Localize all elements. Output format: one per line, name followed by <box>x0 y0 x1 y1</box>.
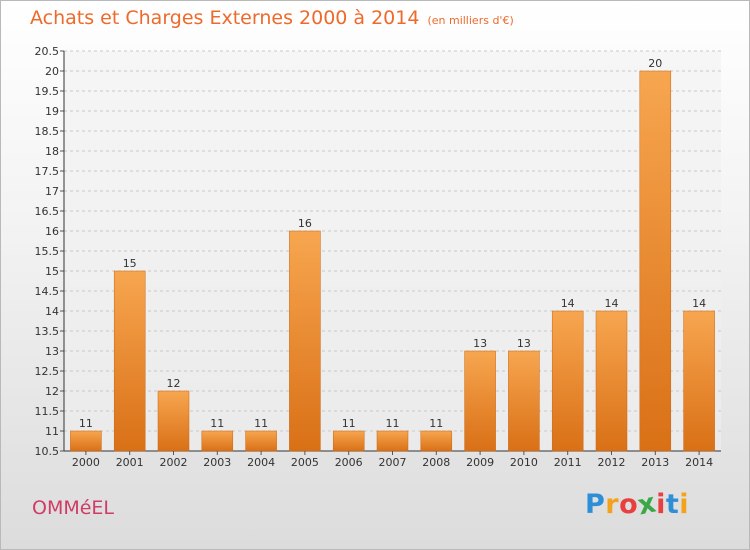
x-tick-label: 2006 <box>335 456 363 469</box>
y-tick-label: 19 <box>45 105 59 118</box>
y-tick-label: 18.5 <box>35 125 60 138</box>
data-label: 12 <box>167 377 181 390</box>
x-tick-label: 2000 <box>72 456 100 469</box>
chart-title-text: Achats et Charges Externes 2000 à 2014 <box>30 7 420 29</box>
data-label: 14 <box>605 297 619 310</box>
proxiti-logo: Proxiti <box>585 487 690 521</box>
data-label: 11 <box>342 417 356 430</box>
y-tick-label: 14 <box>45 305 59 318</box>
bar <box>113 270 146 452</box>
bar <box>70 430 102 452</box>
x-tick-label: 2001 <box>116 456 144 469</box>
data-label: 15 <box>123 257 137 270</box>
y-tick-label: 19.5 <box>35 85 60 98</box>
bar <box>551 310 584 452</box>
y-tick-label: 16.5 <box>35 205 60 218</box>
logo-letter: t <box>665 489 680 520</box>
x-tick-label: 2003 <box>203 456 231 469</box>
x-tick-label: 2007 <box>379 456 407 469</box>
bar <box>464 350 496 452</box>
x-tick-label: 2008 <box>422 456 450 469</box>
y-tick-label: 13.5 <box>35 325 60 338</box>
bar <box>245 430 277 452</box>
data-label: 14 <box>692 297 706 310</box>
data-label: 13 <box>517 337 531 350</box>
y-tick-label: 12.5 <box>35 365 60 378</box>
logo-letter: r <box>605 489 620 520</box>
bar <box>420 430 453 452</box>
x-tick-label: 2012 <box>598 456 626 469</box>
data-label: 11 <box>429 417 443 430</box>
data-label: 16 <box>298 217 312 230</box>
y-tick-label: 20.5 <box>35 45 60 58</box>
y-tick-label: 15 <box>45 265 59 278</box>
y-tick-label: 15.5 <box>35 245 60 258</box>
x-tick-label: 2010 <box>510 456 538 469</box>
bar <box>289 230 321 452</box>
y-tick-label: 11.5 <box>35 405 60 418</box>
x-tick-label: 2013 <box>641 456 669 469</box>
bar <box>201 430 234 452</box>
logo-letter: i <box>656 489 666 520</box>
x-tick-label: 2011 <box>554 456 582 469</box>
commune-name: OMMéEL <box>32 497 115 519</box>
x-tick-label: 2002 <box>160 456 188 469</box>
data-label: 13 <box>473 337 487 350</box>
bar <box>157 390 190 452</box>
logo-letter: P <box>585 489 606 520</box>
y-tick-label: 13 <box>45 345 59 358</box>
logo-letter: i <box>679 489 690 520</box>
y-tick-label: 12 <box>45 385 59 398</box>
bar <box>595 310 628 452</box>
logo-letter: o <box>619 489 639 520</box>
y-tick-label: 17.5 <box>35 165 60 178</box>
bar <box>508 350 540 452</box>
data-label: 20 <box>648 57 662 70</box>
unit-note: (en milliers d'€) <box>427 14 514 27</box>
bar <box>639 70 672 452</box>
y-tick-label: 17 <box>45 185 59 198</box>
y-tick-label: 14.5 <box>35 285 60 298</box>
y-tick-label: 11 <box>45 425 59 438</box>
x-tick-label: 2005 <box>291 456 319 469</box>
chart-title: Achats et Charges Externes 2000 à 2014 (e… <box>30 7 514 29</box>
x-tick-label: 2009 <box>466 456 494 469</box>
data-label: 11 <box>79 417 93 430</box>
data-label: 14 <box>561 297 575 310</box>
data-label: 11 <box>254 417 268 430</box>
x-tick-label: 2004 <box>247 456 275 469</box>
data-label: 11 <box>210 417 224 430</box>
y-tick-label: 18 <box>45 145 59 158</box>
bar <box>683 310 715 452</box>
bar <box>332 430 365 452</box>
y-tick-label: 20 <box>45 65 59 78</box>
bar <box>376 430 409 452</box>
y-tick-label: 10.5 <box>35 445 60 458</box>
x-tick-label: 2014 <box>685 456 713 469</box>
data-label: 11 <box>386 417 400 430</box>
y-tick-label: 16 <box>45 225 59 238</box>
